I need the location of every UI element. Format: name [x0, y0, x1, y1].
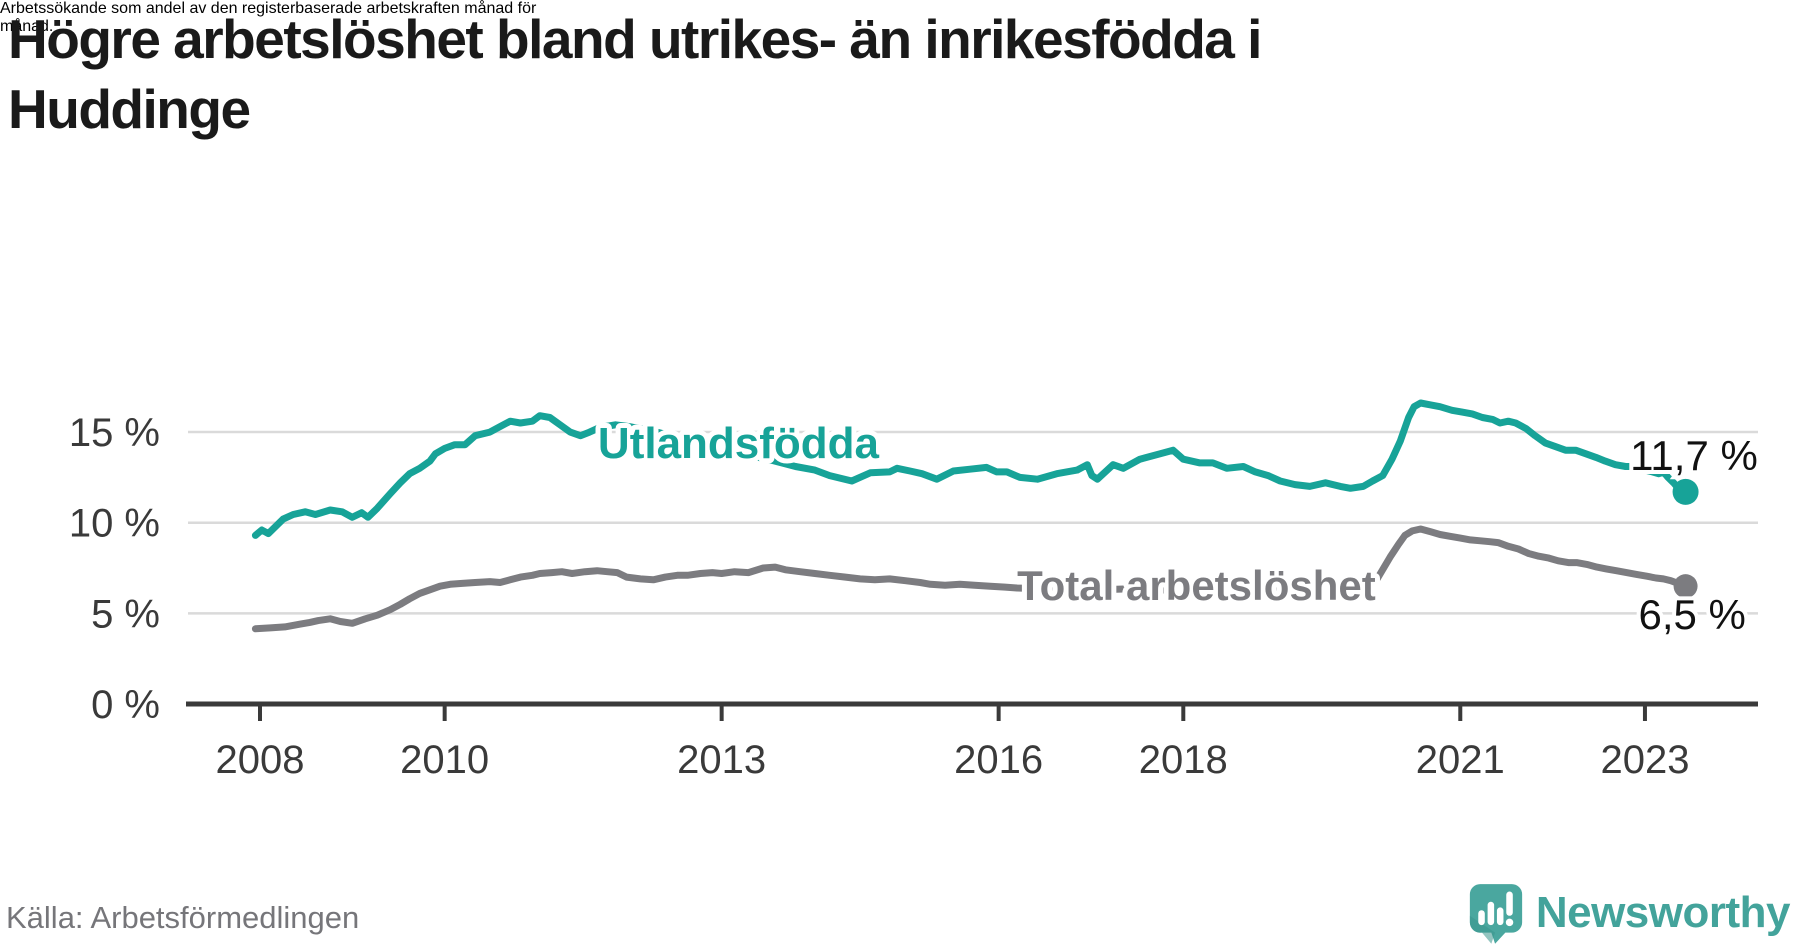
x-axis-label-2010: 2010 [400, 738, 489, 782]
logo-exclamation-icon [1505, 891, 1514, 927]
page-title: Högre arbetslöshet bland utrikes- än inr… [8, 4, 1788, 144]
x-axis-label-2016: 2016 [954, 738, 1043, 782]
page-title-line1: Högre arbetslöshet bland utrikes- än inr… [8, 8, 1262, 70]
x-axis-label-2008: 2008 [216, 738, 305, 782]
series-label-utlandsfodda: Utlandsfödda [598, 419, 880, 468]
page-title-line2: Huddinge [8, 78, 251, 140]
source-note: Källa: Arbetsförmedlingen [6, 900, 360, 935]
series-line-utlandsfodda [251, 399, 1690, 539]
y-axis-label-15: 15 % [69, 411, 160, 455]
y-axis-label-0: 0 % [91, 683, 160, 727]
newsworthy-logo: Newsworthy [1468, 882, 1791, 944]
value-label-utlandsfodda: 11,7 % [1630, 432, 1758, 479]
x-axis-label-2018: 2018 [1139, 738, 1228, 782]
series-end-dot-utlandsfodda [1672, 478, 1699, 505]
logo-bars-icon [1478, 901, 1504, 926]
series-label-total: Total arbetslöshet [1017, 562, 1376, 609]
x-axis-label-2021: 2021 [1416, 738, 1505, 782]
series-line-total [251, 525, 1690, 633]
chart-subtitle-line1: Arbetssökande som andel av den registerb… [0, 0, 537, 17]
y-axis-label-10: 10 % [69, 502, 160, 546]
chart-subtitle-line2: månad. [0, 18, 54, 35]
x-axis-label-2013: 2013 [677, 738, 766, 782]
x-axis-label-2023: 2023 [1600, 738, 1689, 782]
newsworthy-bubble-icon [1469, 884, 1522, 944]
bubble-shadow [1469, 915, 1495, 944]
value-label-total: 6,5 % [1638, 591, 1745, 638]
series-end-dot-total [1673, 574, 1698, 599]
newsworthy-wordmark: Newsworthy [1535, 888, 1791, 937]
y-axis-label-5: 5 % [91, 592, 160, 636]
speech-bubble-icon [1469, 884, 1522, 944]
